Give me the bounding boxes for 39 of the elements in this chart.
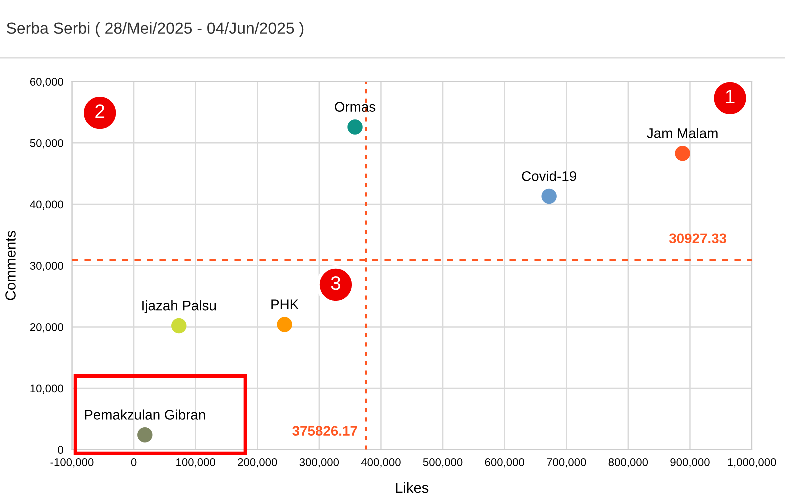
- y-tick-label: 50,000: [30, 139, 64, 149]
- x-tick-label: 0: [131, 458, 137, 466]
- ref-line-label: 375826.17: [292, 426, 358, 436]
- series-label: Jam Malam: [647, 128, 718, 138]
- y-tick-label: 0: [58, 446, 64, 454]
- point: [277, 317, 292, 332]
- series-label: Pemakzulan Gibran: [85, 410, 206, 420]
- y-tick-label: 60,000: [30, 78, 64, 88]
- y-axis-title: Comments: [6, 231, 16, 300]
- x-tick-label: 300,000: [300, 458, 340, 468]
- y-tick-label: 10,000: [30, 384, 64, 394]
- x-tick-label: 500,000: [423, 458, 463, 468]
- y-tick-label: 40,000: [30, 200, 64, 210]
- ref-line-label: 30927.33: [669, 234, 727, 244]
- point: [138, 428, 153, 443]
- point: [348, 120, 363, 135]
- annotation: 2: [96, 104, 105, 118]
- series-label: Covid-19: [522, 171, 576, 182]
- x-tick-label: 400,000: [361, 458, 401, 468]
- series-label: Ormas: [335, 102, 376, 112]
- x-tick-label: 700,000: [547, 458, 586, 468]
- annotation: 1: [726, 90, 735, 104]
- x-axis-title: Likes: [396, 482, 429, 494]
- y-tick-label: 20,000: [30, 323, 64, 333]
- point: [675, 146, 690, 162]
- x-tick-label: 900,000: [670, 458, 710, 468]
- x-tick-label: 1,000,000: [728, 458, 776, 468]
- series-label: PHK: [272, 300, 299, 310]
- point: [542, 188, 557, 204]
- annotation: 3: [331, 276, 341, 290]
- point: [172, 318, 187, 334]
- x-tick-label: 200,000: [238, 458, 278, 468]
- y-tick-label: 30,000: [30, 262, 64, 272]
- x-tick-label: 100,000: [176, 458, 216, 468]
- x-tick-label: -100,000: [50, 458, 94, 468]
- x-tick-label: 600,000: [485, 458, 524, 468]
- chart-title: Serba Serbi ( 28/Mei/2025 - 04/Jun/2025 ): [7, 22, 304, 38]
- x-tick-label: 800,000: [608, 458, 648, 468]
- series-label: Ijazah Palsu: [142, 300, 216, 314]
